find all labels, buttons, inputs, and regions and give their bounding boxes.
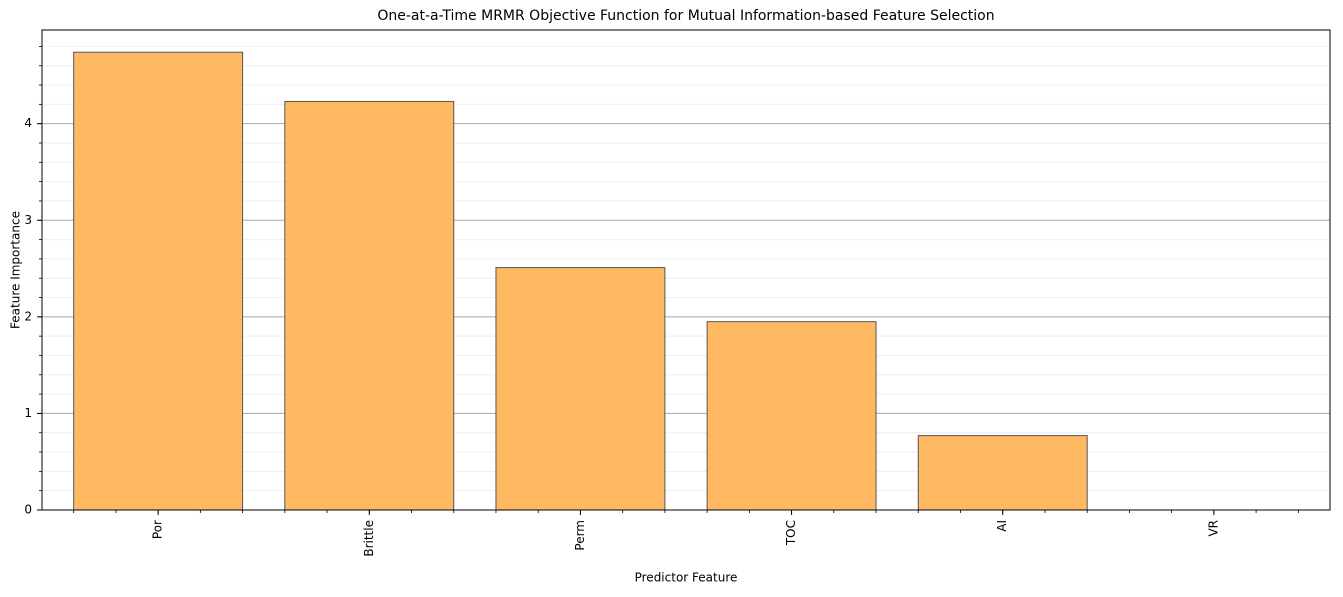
y-tick-label: 3 bbox=[24, 213, 32, 227]
x-tick-label: AI bbox=[995, 520, 1009, 532]
chart-title: One-at-a-Time MRMR Objective Function fo… bbox=[377, 8, 994, 24]
bar bbox=[917, 435, 1088, 511]
y-tick-label: 2 bbox=[24, 309, 32, 323]
y-axis-label: Feature Importance bbox=[9, 211, 23, 329]
x-axis-label: Predictor Feature bbox=[635, 571, 738, 585]
y-tick-label: 1 bbox=[24, 406, 32, 420]
y-tick-label: 4 bbox=[24, 116, 32, 130]
x-tick-label: Por bbox=[151, 520, 165, 539]
bar bbox=[706, 321, 877, 511]
x-tick-label: VR bbox=[1206, 520, 1220, 537]
y-tick-label: 0 bbox=[24, 503, 32, 517]
plot-frame bbox=[41, 29, 1331, 511]
x-tick-label: TOC bbox=[784, 520, 798, 546]
x-tick-label: Brittle bbox=[362, 520, 376, 557]
bar bbox=[284, 100, 455, 511]
x-tick-label: Perm bbox=[573, 520, 587, 551]
bar bbox=[73, 51, 244, 511]
bar bbox=[495, 267, 666, 511]
